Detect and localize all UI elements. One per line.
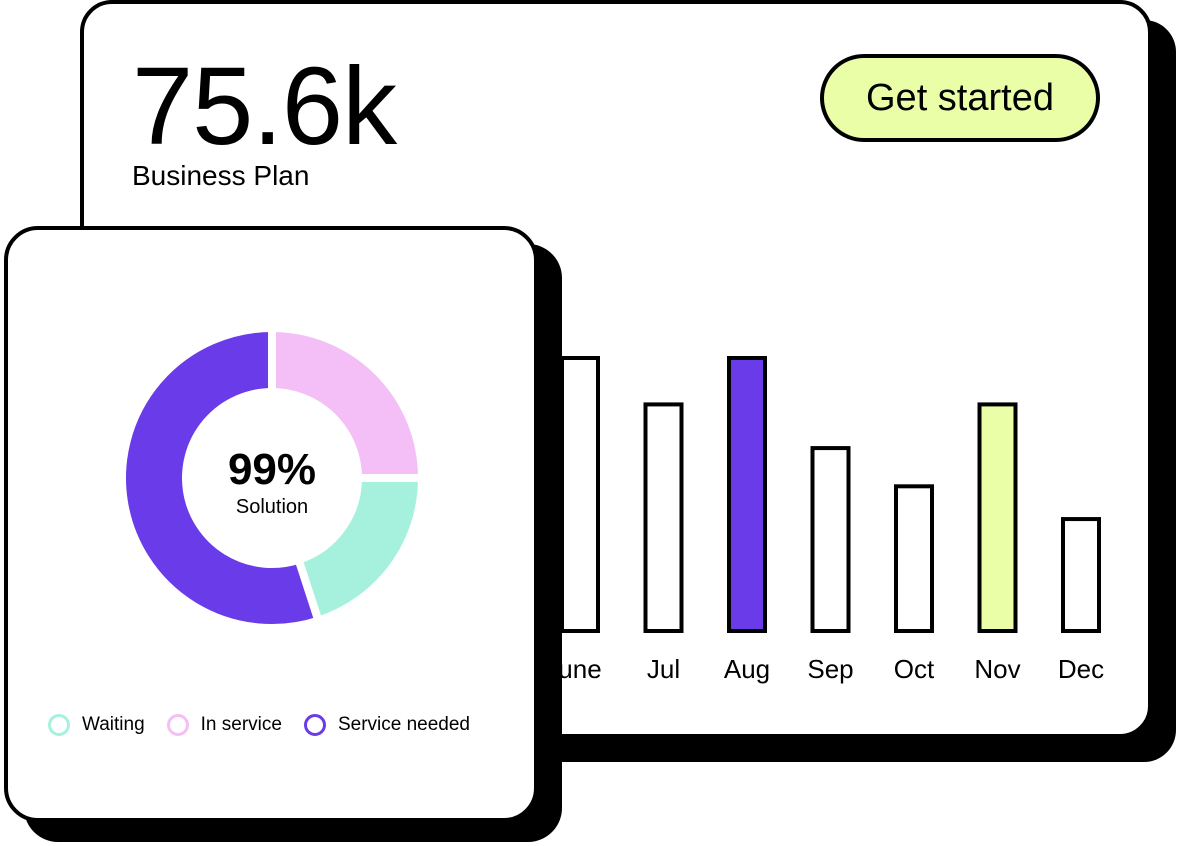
bar-label-oct: Oct [894, 654, 935, 684]
legend-item-in-service: In service [166, 714, 282, 736]
bar-dec [1061, 517, 1101, 634]
bar-label-nov: Nov [974, 654, 1020, 684]
bar-label-jul: Jul [647, 654, 680, 684]
legend-marker-service-needed [303, 714, 326, 736]
donut-slice-service-needed [122, 328, 324, 628]
legend-item-service-needed: Service needed [303, 714, 471, 736]
bar-nov [977, 402, 1018, 633]
bar-oct [894, 484, 934, 633]
bar-jul [643, 402, 684, 633]
legend-label-waiting: Waiting [82, 714, 145, 735]
bar-sep [810, 446, 851, 633]
bar-label-aug: Aug [724, 654, 770, 684]
donut-center-value: 99% [227, 445, 317, 494]
summary-value: 75.6k [132, 45, 397, 168]
donut-slice-waiting [293, 474, 422, 626]
legend-marker-in-service [166, 714, 189, 736]
donut-center: 99% Solution [172, 448, 372, 519]
bar-label-sep: Sep [807, 654, 853, 684]
bar-label-dec: Dec [1058, 654, 1104, 684]
legend-label-in-service: In service [200, 714, 282, 735]
get-started-button[interactable]: Get started [820, 54, 1100, 142]
summary-caption: Business Plan [132, 160, 310, 191]
bar-label-june: une [558, 654, 601, 684]
bar-june [560, 356, 600, 633]
donut-legend: Waiting In service Service needed [48, 714, 470, 736]
legend-item-waiting: Waiting [48, 714, 145, 736]
donut-center-label: Solution [235, 496, 309, 518]
legend-marker-waiting [48, 714, 70, 736]
donut-card: 99% Solution Waiting In service Service … [4, 226, 538, 822]
bar-aug [727, 356, 767, 633]
donut-chart [122, 328, 422, 628]
legend-label-service-needed: Service needed [337, 714, 471, 735]
monthly-bar-chart: une Jul Aug Sep Oct Nov Dec [558, 356, 1104, 684]
donut-slice-in-service [268, 328, 422, 482]
